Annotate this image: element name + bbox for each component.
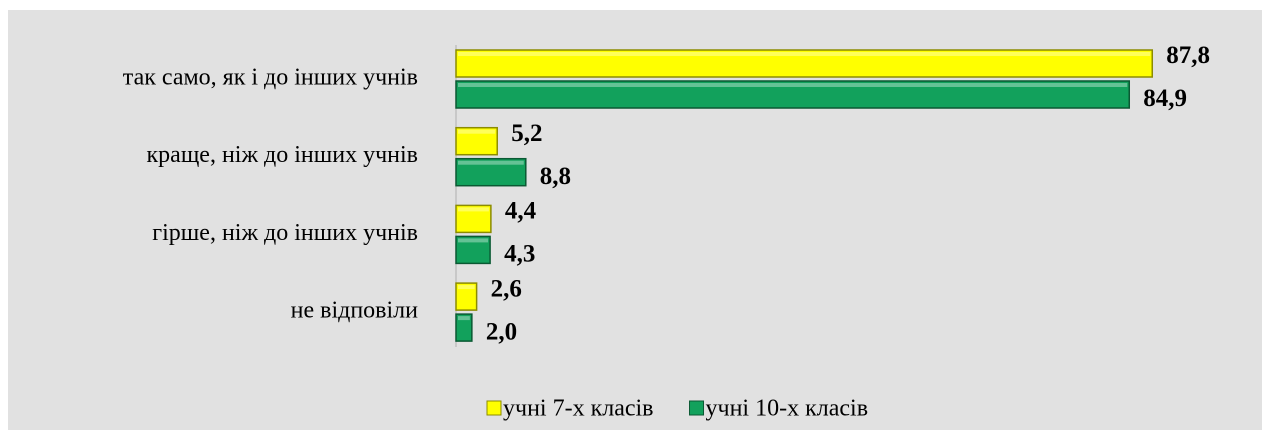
bar bbox=[455, 126, 498, 156]
category-label: гірше, ніж до інших учнів bbox=[152, 220, 418, 246]
value-label: 4,3 bbox=[504, 241, 535, 268]
category-label: не відповіли bbox=[291, 298, 419, 324]
bar bbox=[455, 204, 492, 234]
bar bbox=[455, 235, 491, 265]
category-label: так само, як і до інших учнів bbox=[123, 65, 418, 91]
legend-swatch bbox=[486, 400, 502, 416]
value-label: 2,6 bbox=[491, 275, 522, 302]
bar-highlight bbox=[458, 316, 470, 321]
legend-swatch bbox=[689, 400, 705, 416]
bar bbox=[455, 282, 478, 311]
bar bbox=[455, 313, 473, 342]
bar bbox=[455, 49, 1154, 78]
bar-highlight bbox=[458, 83, 1128, 87]
value-label: 5,2 bbox=[511, 120, 542, 147]
value-label: 84,9 bbox=[1143, 85, 1187, 112]
bar-highlight bbox=[458, 129, 496, 134]
value-label: 2,0 bbox=[486, 318, 517, 345]
category-label: краще, ніж до інших учнів bbox=[147, 142, 419, 168]
bar-highlight bbox=[458, 285, 475, 290]
bar-highlight bbox=[458, 207, 489, 212]
chart-background bbox=[8, 10, 1262, 430]
bar-highlight bbox=[458, 52, 1151, 56]
bar-highlight bbox=[458, 238, 489, 243]
bar-highlight bbox=[458, 160, 524, 165]
value-label: 87,8 bbox=[1166, 42, 1210, 69]
bar bbox=[455, 80, 1131, 109]
legend-label: учні 7-х класів bbox=[503, 396, 654, 422]
legend-label: учні 10-х класів bbox=[706, 396, 869, 422]
bar bbox=[455, 157, 527, 187]
value-label: 8,8 bbox=[540, 163, 571, 190]
value-label: 4,4 bbox=[505, 198, 537, 225]
